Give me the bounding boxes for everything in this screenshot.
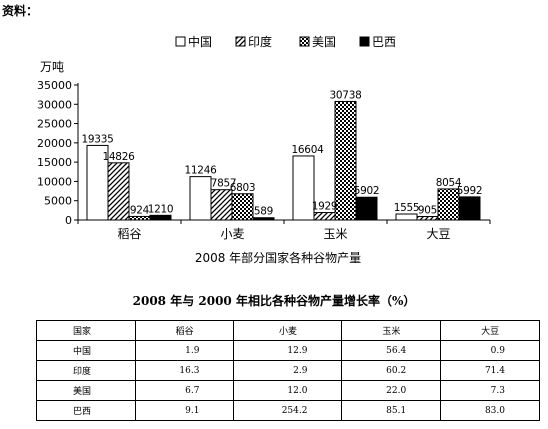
data-label: 11246: [185, 165, 218, 177]
data-label: 16604: [292, 144, 325, 156]
y-tick-label: 30000: [37, 98, 72, 111]
table-cell: 2.9: [233, 360, 343, 381]
table-cell: 6.7: [134, 380, 235, 401]
table-cell: 12.0: [233, 380, 343, 401]
legend-label: 中国: [188, 34, 212, 49]
data-label: 924: [130, 204, 150, 216]
table-cell: 83.0: [440, 400, 540, 421]
legend-swatch: [175, 36, 186, 47]
table-cell: 0.9: [440, 340, 540, 361]
legend-swatch: [359, 36, 370, 47]
y-axis-unit-label: 万吨: [40, 60, 64, 74]
data-label: 905: [418, 205, 437, 217]
y-axis: 0 5000 10000 15000 20000 25000 30000 35000: [37, 79, 79, 227]
legend-swatch: [235, 36, 246, 47]
table-row: 印度 16.3 2.9 60.2 71.4: [36, 360, 540, 381]
column-header-rice: 稻谷: [134, 320, 235, 341]
bar: [458, 196, 481, 221]
data-label: 5992: [457, 185, 483, 197]
y-tick-label: 15000: [37, 156, 72, 169]
table-header-row: 国家 稻谷 小麦 玉米 大豆: [36, 320, 540, 341]
bar: [313, 212, 336, 221]
data-labels-group: 19335 11246 16604 1555 14826 7857 1929 905 924 68…: [82, 89, 483, 217]
x-category-label: 大豆: [426, 227, 450, 241]
data-label: 1929: [312, 201, 338, 213]
chart-legend: 中国 印度 美国 巴西: [175, 34, 396, 49]
bar: [355, 196, 378, 221]
x-category-label: 稻谷: [117, 227, 141, 241]
data-label: 7857: [211, 178, 237, 190]
y-tick-label: 35000: [37, 79, 72, 92]
column-header-soybean: 大豆: [440, 320, 540, 341]
bar: [231, 193, 254, 221]
x-axis: 稻谷 小麦 玉米 大豆: [77, 219, 491, 241]
bar: [189, 176, 212, 221]
table-cell: 7.3: [440, 380, 540, 401]
legend-label: 美国: [312, 35, 336, 49]
table-title: 2008 年与 2000 年相比各种谷物产量增长率（%）: [132, 294, 416, 308]
y-tick-label: 10000: [37, 175, 72, 188]
table-cell: 12.9: [233, 340, 343, 361]
column-header-corn: 玉米: [341, 320, 442, 341]
table-cell: 中国: [36, 340, 136, 361]
column-header-country: 国家: [36, 320, 136, 341]
header-label: 资料：: [2, 4, 39, 18]
grain-production-chart: 中国 印度 美国 巴西 万吨 0 5000 10000 15000 20000 25000 300…: [37, 34, 491, 265]
x-category-label: 小麦: [220, 227, 244, 241]
bar: [149, 214, 172, 221]
chart-title: 2008 年部分国家各种谷物产量: [195, 250, 361, 265]
table-cell: 85.1: [341, 400, 442, 421]
table-row: 巴西 9.1 254.2 85.1 83.0: [36, 400, 540, 421]
bar: [395, 213, 418, 221]
y-tick-label: 25000: [37, 118, 72, 131]
table-row: 美国 6.7 12.0 22.0 7.3: [36, 380, 540, 401]
growth-rate-table: 国家 稻谷 小麦 玉米 大豆 中国 1.9 12.9 56.4 0.9 印度 1…: [36, 320, 540, 421]
table-cell: 美国: [36, 380, 136, 401]
data-label: 5902: [354, 185, 380, 197]
table-cell: 56.4: [341, 340, 442, 361]
table-cell: 1.9: [134, 340, 235, 361]
bar: [416, 216, 439, 221]
table-cell: 254.2: [233, 400, 343, 421]
legend-swatch: [299, 36, 310, 47]
bar: [334, 100, 357, 221]
column-header-wheat: 小麦: [233, 320, 343, 341]
table-cell: 22.0: [341, 380, 442, 401]
table-row: 中国 1.9 12.9 56.4 0.9: [36, 340, 540, 361]
data-label: 1210: [148, 203, 174, 215]
table-cell: 印度: [36, 360, 136, 381]
table-cell: 16.3: [134, 360, 235, 381]
data-label: 1555: [394, 202, 420, 214]
bar: [128, 215, 151, 221]
bar: [252, 217, 275, 221]
x-category-label: 玉米: [323, 227, 347, 241]
data-label: 8054: [436, 177, 462, 189]
table-cell: 71.4: [440, 360, 540, 381]
y-tick-label: 5000: [44, 195, 72, 208]
y-tick-label: 20000: [37, 137, 72, 150]
data-label: 30738: [330, 89, 362, 101]
bar: [107, 162, 130, 221]
bars-group: [86, 100, 481, 221]
bar: [292, 155, 315, 221]
table-cell: 9.1: [134, 400, 235, 421]
data-label: 14826: [103, 151, 136, 163]
data-label: 6803: [230, 182, 256, 194]
legend-label: 印度: [248, 34, 272, 49]
legend-label: 巴西: [372, 35, 396, 49]
data-label: 19335: [82, 133, 114, 145]
data-label: 589: [254, 206, 273, 218]
table-cell: 巴西: [36, 400, 136, 421]
y-tick-label: 0: [65, 214, 72, 227]
table-cell: 60.2: [341, 360, 442, 381]
bar: [210, 189, 233, 221]
